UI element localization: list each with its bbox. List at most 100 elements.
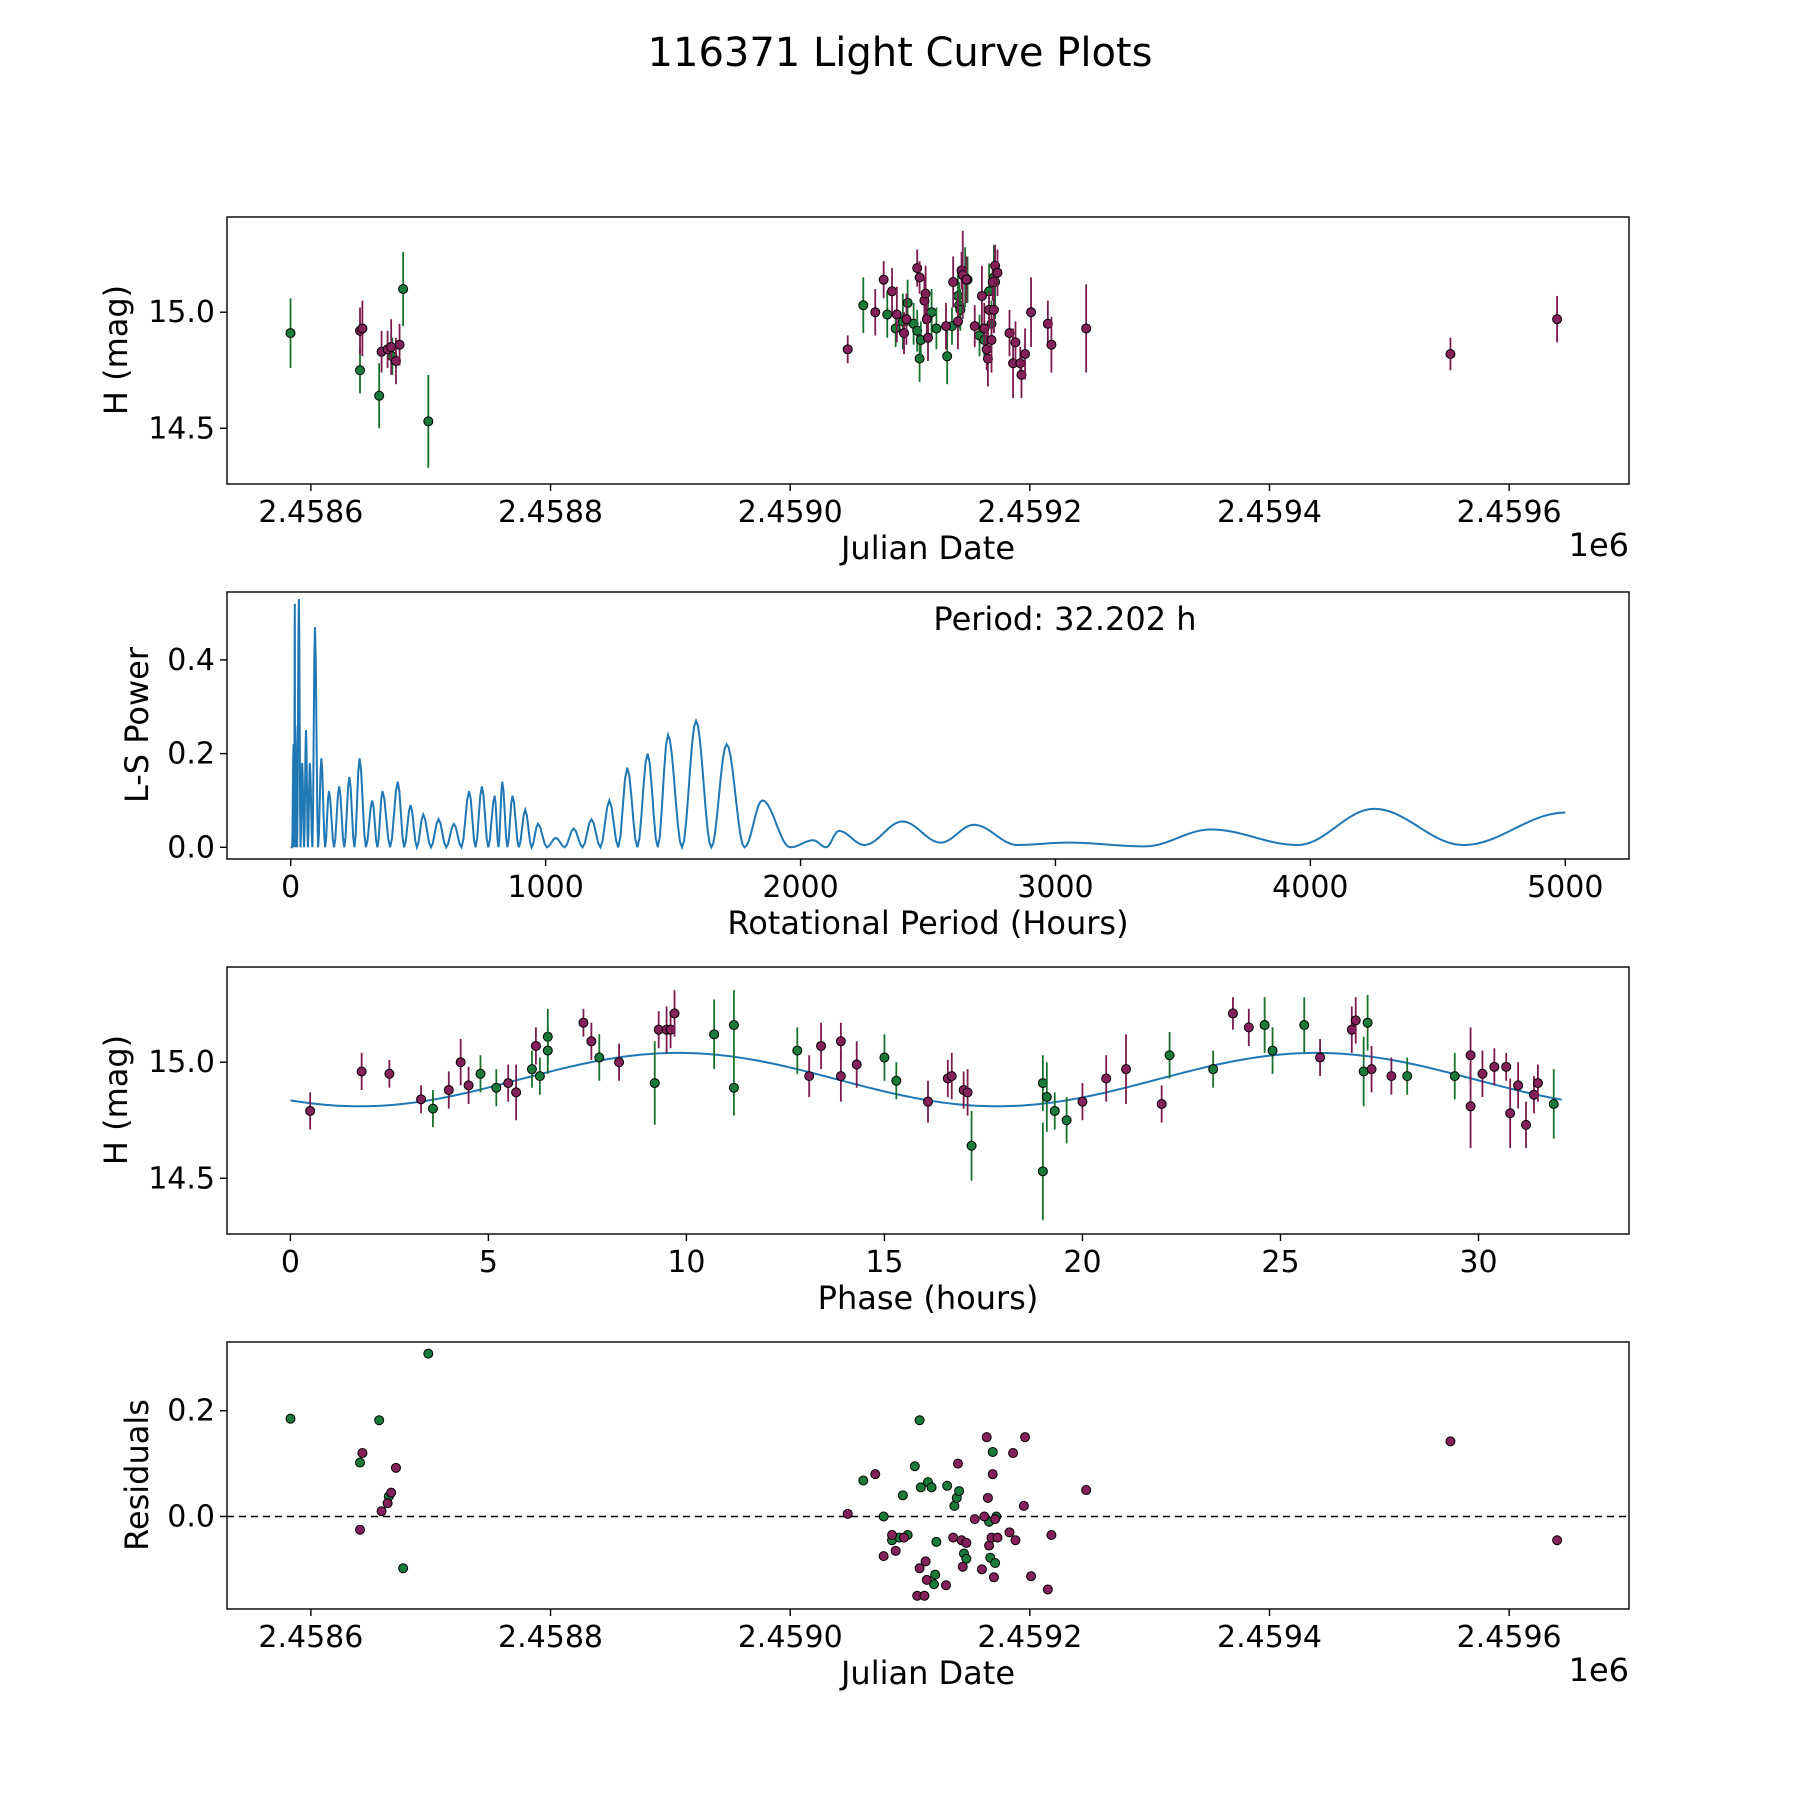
purple-point (914, 272, 925, 283)
x-tick-label: 2000 (762, 870, 838, 905)
purple-point (976, 290, 987, 301)
residuals-data (227, 1348, 1629, 1601)
purple-point (1243, 1022, 1254, 1033)
purple-point (390, 1462, 401, 1473)
purple-point (1489, 1061, 1500, 1072)
purple-point (988, 1572, 999, 1583)
green-point (355, 1457, 366, 1468)
purple-point (992, 267, 1003, 278)
green-point (285, 328, 296, 339)
y-tick-label: 14.5 (148, 1161, 215, 1196)
purple-point (1010, 1535, 1021, 1546)
purple-point (986, 335, 997, 346)
green-point (475, 1068, 486, 1079)
purple-point (1046, 1529, 1057, 1540)
x-tick-label: 1000 (507, 870, 583, 905)
purple-point (957, 1561, 968, 1572)
period-annotation: Period: 32.202 h (933, 600, 1196, 638)
periodogram-ticks: 0 1000 2000 3000 4000 5000 0.0 0.2 0.4 (167, 643, 1603, 905)
green-point (398, 283, 409, 294)
purple-point (1501, 1061, 1512, 1072)
purple-point (1042, 1584, 1053, 1595)
x-tick-label: 5000 (1527, 870, 1603, 905)
green-point (931, 323, 942, 334)
green-point (1037, 1166, 1048, 1177)
purple-point (1010, 337, 1021, 348)
green-point (1267, 1045, 1278, 1056)
periodogram-panel: 0 1000 2000 3000 4000 5000 0.0 0.2 0.4 Period: 3… (118, 591, 1630, 942)
green-point (942, 1480, 953, 1491)
x-tick-label: 2.4590 (738, 1620, 843, 1655)
green-point (728, 1020, 739, 1031)
purple-point (503, 1078, 514, 1089)
purple-point (1020, 348, 1031, 359)
purple-point (914, 1563, 925, 1574)
x-tick-label: 15 (865, 1245, 903, 1280)
x-tick-label: 3000 (1017, 870, 1093, 905)
lightcurve-xlabel: Julian Date (839, 529, 1015, 567)
purple-point (920, 1556, 931, 1567)
green-point (912, 325, 923, 336)
x-tick-label: 2.4596 (1457, 495, 1562, 530)
purple-point (357, 1448, 368, 1459)
phased-axes-frame (226, 966, 1630, 1235)
green-point (878, 1511, 889, 1522)
purple-point (386, 342, 397, 353)
purple-point (982, 1492, 993, 1503)
x-tick-label: 0 (281, 1245, 300, 1280)
x-tick-label: 0 (281, 870, 300, 905)
purple-point (851, 1059, 862, 1070)
purple-point (842, 344, 853, 355)
purple-point (390, 355, 401, 366)
green-point (891, 1075, 902, 1086)
purple-point (969, 1514, 980, 1525)
green-point (1259, 1020, 1270, 1031)
purple-point (952, 1458, 963, 1469)
purple-point (1227, 1008, 1238, 1019)
x-tick-label: 20 (1063, 1245, 1101, 1280)
green-point (594, 1052, 605, 1063)
purple-point (921, 1574, 932, 1585)
purple-point (842, 1508, 853, 1519)
purple-point (455, 1057, 466, 1068)
green-point (285, 1413, 296, 1424)
purple-point (530, 1040, 541, 1051)
green-point (987, 1446, 998, 1457)
green-point (427, 1103, 438, 1114)
x-tick-label: 2.4586 (258, 495, 363, 530)
green-point (1548, 1098, 1559, 1109)
lightcurve-axes-frame (226, 216, 1630, 485)
purple-point (382, 1498, 393, 1509)
x-tick-label: 2.4596 (1457, 1620, 1562, 1655)
purple-point (979, 1511, 990, 1522)
purple-point (981, 1432, 992, 1443)
purple-point (1315, 1052, 1326, 1063)
purple-point (1532, 1078, 1543, 1089)
purple-point (804, 1071, 815, 1082)
green-point (1402, 1071, 1413, 1082)
green-point (990, 1558, 1001, 1569)
purple-point (1004, 328, 1015, 339)
lightcurve-panel: 2.4586 2.4588 2.4590 2.4592 2.4594 2.4596 14.5… (97, 216, 1630, 567)
purple-point (1386, 1071, 1397, 1082)
purple-point (357, 323, 368, 334)
purple-point (992, 1532, 1003, 1543)
purple-point (919, 1590, 930, 1601)
purple-point (1020, 1432, 1031, 1443)
x-tick-label: 2.4586 (258, 1620, 363, 1655)
purple-point (987, 1469, 998, 1480)
purple-point (394, 339, 405, 350)
phased-panel: 0 5 10 15 20 25 30 14.5 15.0 Phase (hours) H (ma… (97, 966, 1630, 1317)
purple-point (899, 1532, 910, 1543)
purple-point (356, 1066, 367, 1077)
purple-point (1026, 1571, 1037, 1582)
periodogram-axes-frame (226, 591, 1630, 860)
purple-point (1465, 1050, 1476, 1061)
purple-point (988, 304, 999, 315)
purple-point (816, 1040, 827, 1051)
purple-point (1350, 1015, 1361, 1026)
purple-point (511, 1087, 522, 1098)
x-tick-label: 2.4588 (498, 495, 603, 530)
residuals-ylabel: Residuals (118, 1399, 156, 1551)
